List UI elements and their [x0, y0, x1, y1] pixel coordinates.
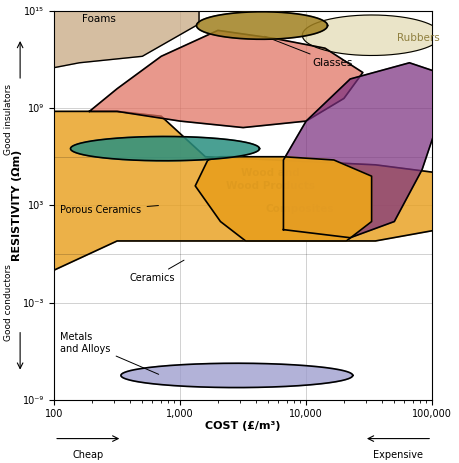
Text: Glasses: Glasses	[265, 36, 353, 68]
Polygon shape	[195, 157, 372, 241]
Text: Metals
and Alloys: Metals and Alloys	[61, 332, 159, 374]
Text: Expensive: Expensive	[373, 450, 423, 460]
Polygon shape	[54, 112, 438, 270]
Text: Ceramics: Ceramics	[130, 260, 184, 283]
Y-axis label: RESISTIVITY (Ωm): RESISTIVITY (Ωm)	[11, 150, 22, 261]
Text: Rubbers: Rubbers	[397, 33, 440, 44]
Text: Wood and
Wood Products: Wood and Wood Products	[226, 168, 315, 191]
Polygon shape	[302, 15, 441, 56]
Polygon shape	[196, 12, 328, 39]
Text: Good insulators: Good insulators	[4, 84, 13, 155]
Polygon shape	[284, 63, 438, 238]
X-axis label: COST (£/m³): COST (£/m³)	[205, 421, 281, 431]
Text: Polymers: Polymers	[325, 139, 383, 149]
Polygon shape	[121, 363, 353, 388]
Polygon shape	[71, 137, 259, 161]
Text: Porous Ceramics: Porous Ceramics	[61, 205, 158, 215]
Text: Cheap: Cheap	[73, 450, 104, 460]
Text: Composites: Composites	[266, 204, 334, 213]
Polygon shape	[54, 8, 199, 68]
Text: Good conductors: Good conductors	[4, 264, 13, 341]
Text: Foams: Foams	[82, 14, 116, 24]
Polygon shape	[90, 31, 363, 128]
